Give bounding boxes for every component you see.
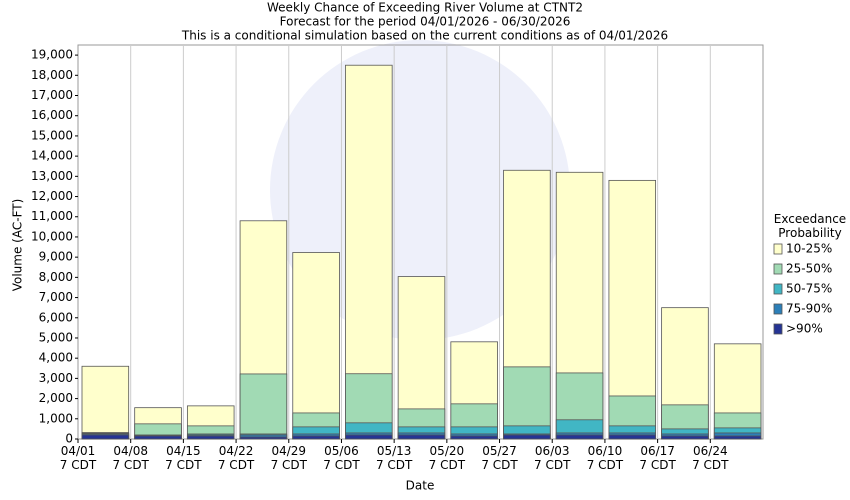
chart-note: This is a conditional simulation based o… (181, 29, 668, 43)
x-tick-label: 05/13 7 CDT (376, 444, 413, 472)
y-tick-label: 3,000 (39, 371, 73, 385)
legend-swatch (773, 283, 783, 295)
y-tick-label: 10,000 (31, 229, 73, 243)
bar (555, 434, 604, 440)
legend-label: 10-25% (786, 242, 832, 256)
y-tick-label: 13,000 (31, 169, 73, 183)
x-tick-label: 05/27 7 CDT (481, 444, 518, 472)
x-tick-label: 04/15 7 CDT (165, 444, 202, 472)
bar (713, 435, 762, 440)
bar (186, 435, 235, 440)
bar (292, 252, 340, 440)
y-tick-label: 6,000 (39, 310, 73, 324)
y-tick-label: 11,000 (31, 209, 73, 223)
x-tick-label: 06/10 7 CDT (587, 444, 624, 472)
bar (81, 365, 130, 440)
x-tick-label: 06/17 7 CDT (639, 444, 676, 472)
y-tick-label: 0 (65, 432, 73, 446)
legend-swatch (773, 303, 783, 315)
chart-title: Weekly Chance of Exceeding River Volume … (267, 1, 583, 15)
legend-label: 25-50% (786, 262, 832, 276)
legend-swatch (773, 243, 783, 255)
bar (239, 436, 288, 440)
bar (608, 434, 657, 440)
bar (134, 435, 182, 440)
y-axis-label: Volume (AC-FT) (11, 199, 25, 292)
legend-swatch (773, 323, 783, 335)
bar (661, 435, 709, 440)
chart-subtitle: Forecast for the period 04/01/2026 - 06/… (280, 15, 571, 29)
x-axis-label: Date (406, 479, 435, 493)
x-tick-label: 06/24 7 CDT (692, 444, 729, 472)
y-tick-label: 16,000 (31, 108, 73, 122)
y-tick-label: 5,000 (39, 330, 73, 344)
y-tick-label: 15,000 (31, 128, 73, 142)
legend-swatch (773, 263, 783, 275)
y-tick-label: 12,000 (31, 189, 73, 203)
x-tick-label: 05/20 7 CDT (429, 444, 466, 472)
bar (345, 434, 393, 440)
y-tick-label: 14,000 (31, 149, 73, 163)
y-tick-label: 4,000 (39, 351, 73, 365)
y-tick-label: 2,000 (39, 391, 73, 405)
bar (239, 373, 288, 440)
x-tick-label: 04/22 7 CDT (218, 444, 255, 472)
x-tick-label: 06/03 7 CDT (534, 444, 571, 472)
y-tick-label: 9,000 (39, 250, 73, 264)
bar (503, 434, 551, 440)
legend-label: 50-75% (786, 282, 832, 296)
y-tick-label: 18,000 (31, 68, 73, 82)
y-tick-label: 8,000 (39, 270, 73, 284)
x-tick-label: 04/01 7 CDT (60, 444, 97, 472)
legend-title: Exceedance Probability (774, 212, 846, 240)
x-tick-label: 05/06 7 CDT (323, 444, 360, 472)
y-tick-label: 17,000 (31, 88, 73, 102)
bar (292, 435, 340, 440)
y-tick-label: 7,000 (39, 290, 73, 304)
y-tick-label: 1,000 (39, 411, 73, 425)
legend-label: >90% (786, 322, 823, 336)
legend-label: 75-90% (786, 302, 832, 316)
bar (397, 434, 446, 440)
x-tick-label: 04/29 7 CDT (271, 444, 308, 472)
bar (81, 434, 130, 440)
bar (450, 435, 498, 440)
x-tick-label: 04/08 7 CDT (112, 444, 149, 472)
watermark (270, 40, 570, 340)
y-tick-label: 19,000 (31, 48, 73, 62)
